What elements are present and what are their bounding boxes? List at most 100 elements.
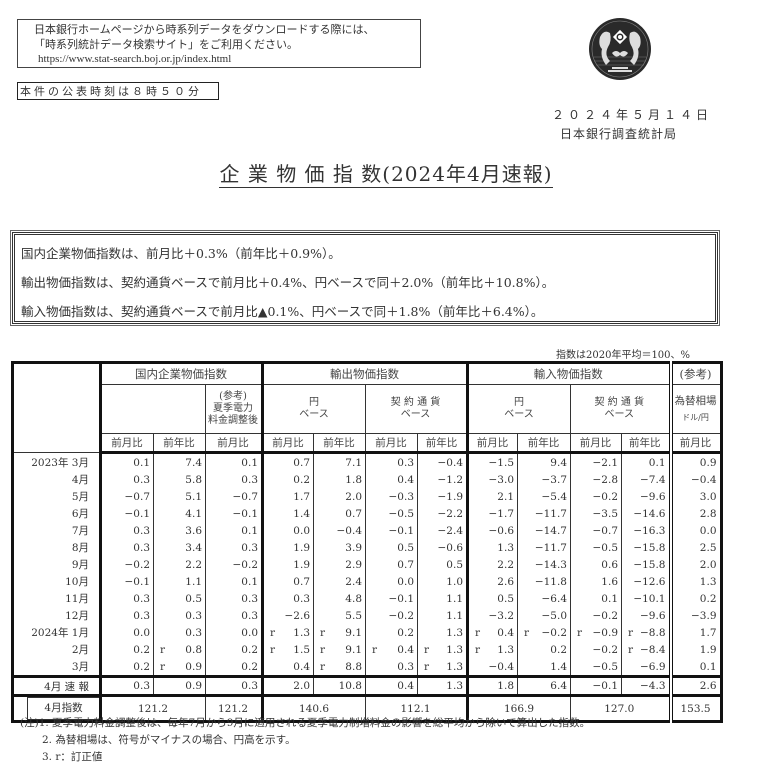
header-import-contract: 契 約 通 貨ベース [570,384,671,434]
summary-domestic: 国内企業物価指数は、前月比＋0.3%（前年比＋0.9%）。 [21,246,341,261]
table-cell: −3.5 [570,505,622,522]
table-cell: 0.5 [466,590,518,607]
table-cell: 0.1 [668,658,721,677]
footnote-2: 2. 為替相場は、符号がマイナスの場合、円高を示す。 [42,734,296,746]
table-cell: −11.7 [517,505,571,522]
table-cell: r −8.8 [621,624,671,641]
table-cell: 1.1 [153,573,206,590]
summary-import: 輸入物価指数は、契約通貨ベースで前月比▲0.1%、円ベースで同＋1.8%（前年比… [21,304,544,319]
table-cell: 0.3 [99,675,154,697]
cell-value: 0.8 [185,643,202,656]
stat-search-link[interactable]: https://www.stat-search.boj.or.jp/index.… [38,53,232,65]
column-header: 前月比 [365,433,418,454]
table-cell: r 8.8 [313,658,366,677]
table-cell: −5.0 [517,607,571,624]
table-cell: 0.2 [668,590,721,607]
table-cell: −9.6 [621,607,671,624]
table-cell: 1.3 [417,675,468,697]
table-cell: r −8.4 [621,641,671,658]
table-cell: 0.1 [205,573,263,590]
table-cell: 6.4 [517,675,571,697]
table-cell: 0.0 [365,573,418,590]
table-cell: 0.7 [365,556,418,573]
table-cell: 0.3 [205,471,263,488]
header-import-yen: 円ベース [466,384,571,434]
table-cell: 10.8 [313,675,366,697]
row-label: 7月 [71,525,89,537]
table-cell: r 0.4 [365,641,418,658]
table-cell: 0.3 [365,658,418,677]
revised-mark: r [524,626,530,639]
table-cell: −1.5 [466,452,518,471]
table-cell: 0.0 [261,522,314,539]
table-cell: r 0.9 [153,658,206,677]
table-cell: −14.7 [517,522,571,539]
table-cell: 1.4 [517,658,571,677]
table-cell: −1.9 [417,488,468,505]
table-cell: 2.2 [153,556,206,573]
table-cell: 0.3 [99,471,154,488]
table-cell: 0.7 [313,505,366,522]
table-cell: −0.2 [365,607,418,624]
table-cell: 0.3 [99,590,154,607]
table-cell: −0.1 [570,675,622,697]
column-header: 前月比 [570,433,622,454]
title-text: 企 業 物 価 指 数(2024年4月速報) [219,162,553,188]
row-label: 3月 [71,661,89,673]
table-cell: 2.5 [668,539,721,556]
table-cell: −15.8 [621,556,671,573]
table-cell: −3.2 [466,607,518,624]
table-cell: −0.6 [466,522,518,539]
revised-mark: r [320,626,326,639]
table-cell: 0.7 [261,573,314,590]
table-cell: −14.6 [621,505,671,522]
table-row: 12月 0.3 0.3 0.3 −2.6 5.5 −0.2 1.1 −3.2 −5.0 −0.2 −9… [13,607,721,624]
table-cell: 1.6 [570,573,622,590]
table-cell: r 0.4 [466,624,518,641]
header-fx: 為替相場 ドル/円 [668,384,721,434]
row-label: 10月 [65,576,89,588]
table-cell: −6.4 [517,590,571,607]
table-cell: 1.0 [417,573,468,590]
table-cell: −1.2 [417,471,468,488]
summary-box: 国内企業物価指数は、前月比＋0.3%（前年比＋0.9%）。 輸出物価指数は、契約… [10,230,720,326]
table-cell: 0.1 [205,522,263,539]
table-cell: −0.4 [668,471,721,488]
table-row: 4月 0.3 5.8 0.3 0.2 1.8 0.4 −1.2 −3.0 −3.7 −2.8 −7.4… [13,471,721,488]
table-cell: 1.1 [417,607,468,624]
table-cell: 2.2 [466,556,518,573]
index-value-export-contract: 112.1 [365,695,468,722]
table-cell: −0.5 [570,539,622,556]
table-cell: 2.8 [668,505,721,522]
cell-value: 9.1 [345,643,362,656]
cell-value: −8.4 [640,643,666,656]
row-label: 4月 [71,474,89,486]
header-export: 輸出物価指数 [261,362,468,385]
table-cell: 1.7 [668,624,721,641]
table-cell: −0.1 [365,522,418,539]
table-cell: 2.0 [668,556,721,573]
table-cell: −0.4 [417,452,468,471]
table-cell: −3.0 [466,471,518,488]
table-cell: −12.6 [621,573,671,590]
table-cell: 0.2 [365,624,418,641]
table-cell: 1.1 [417,590,468,607]
table-cell: −0.2 [570,607,622,624]
index-value-export-yen: 140.6 [261,695,366,722]
index-value-import-yen: 166.9 [466,695,571,722]
department: 日本銀行調査統計局 [560,127,678,141]
table-cell: −10.1 [621,590,671,607]
cell-value: 1.5 [293,643,310,656]
row-label: 6月 [71,508,89,520]
cell-value: 0.4 [397,643,414,656]
table-cell: 0.5 [417,556,468,573]
table-row: 6月 −0.1 4.1 −0.1 1.4 0.7 −0.5 −2.2 −1.7 −11.7 −3.5… [13,505,721,522]
column-header: 前月比 [99,433,154,454]
header-domestic: 国内企業物価指数 [99,362,263,385]
table-cell: 0.0 [205,624,263,641]
table-cell: −0.4 [466,658,518,677]
header-export-contract: 契 約 通 貨ベース [365,384,468,434]
index-value-fx: 153.5 [668,695,721,722]
table-cell: 2.6 [668,675,721,697]
revised-mark: r [270,643,276,656]
